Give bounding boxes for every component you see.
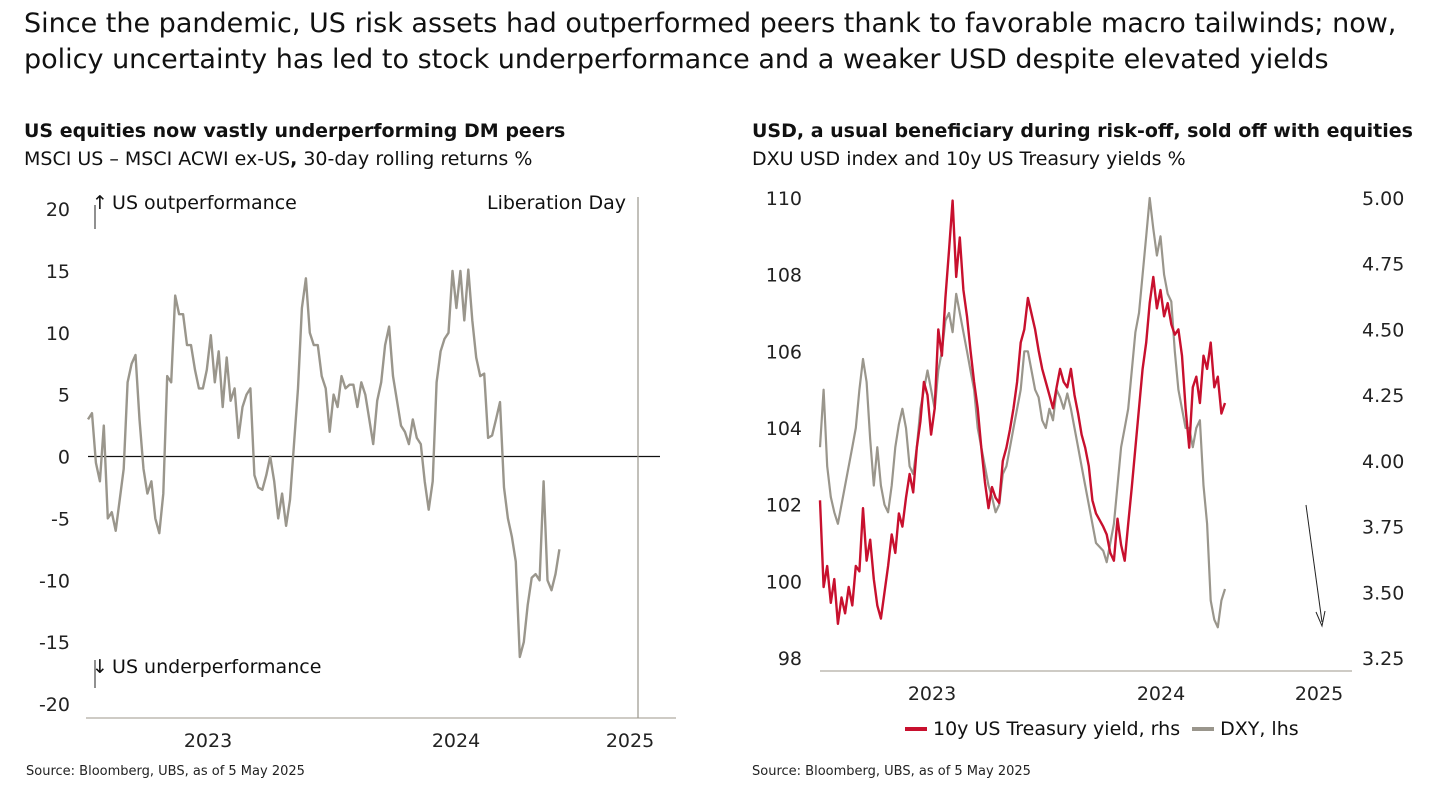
right-chart: 110 108 106 104 102 100 98 5.00 4.75 4.50 4.25 4.00… — [766, 188, 1405, 705]
underperformance-label: US underperformance — [112, 656, 322, 678]
right-right-y-tick-label: 4.00 — [1362, 451, 1404, 473]
left-subtitle-series: MSCI US – MSCI ACWI ex-US — [24, 148, 291, 170]
underperformance-annotation: ↓ US underperformance — [92, 656, 321, 678]
right-right-y-tick-label: 4.25 — [1362, 385, 1404, 407]
outperformance-label: US outperformance — [112, 192, 297, 214]
right-left-y-tick-label: 110 — [766, 188, 802, 210]
legend-swatch-yield — [905, 727, 927, 731]
left-y-tick-label: -15 — [39, 632, 70, 654]
right-left-y-tick-label: 106 — [766, 341, 802, 363]
left-x-tick-label: 2024 — [432, 730, 480, 752]
left-chart-title: US equities now vastly underperforming D… — [24, 120, 566, 142]
spread-series-line — [86, 268, 561, 659]
legend-label-dxy: DXY, lhs — [1220, 718, 1299, 740]
left-subtitle-comma: , — [290, 148, 298, 170]
left-y-tick-label: -20 — [39, 694, 70, 716]
dxy-series-line — [818, 196, 1227, 629]
liberation-day-label: Liberation Day — [487, 192, 627, 214]
left-y-tick-label: 15 — [46, 261, 70, 283]
right-source: Source: Bloomberg, UBS, as of 5 May 2025 — [752, 764, 1031, 779]
legend-swatch-dxy — [1192, 727, 1215, 731]
left-x-tick-label: 2023 — [184, 730, 232, 752]
right-left-y-tick-label: 100 — [766, 571, 802, 593]
right-left-y-tick-label: 104 — [766, 418, 802, 440]
right-left-y-tick-label: 108 — [766, 265, 802, 287]
right-left-y-tick-label: 102 — [766, 495, 802, 517]
left-subtitle-unit: 30-day rolling returns % — [297, 148, 533, 170]
left-y-tick-label: -5 — [51, 508, 70, 530]
right-right-y-tick-label: 3.75 — [1362, 517, 1404, 539]
left-y-tick-label: -10 — [39, 570, 70, 592]
left-source: Source: Bloomberg, UBS, as of 5 May 2025 — [26, 764, 305, 779]
right-chart-legend: 10y US Treasury yield, rhs DXY, lhs — [905, 718, 1311, 740]
left-chart-subtitle: MSCI US – MSCI ACWI ex-US, 30-day rollin… — [24, 148, 532, 170]
right-x-tick-label: 2025 — [1295, 683, 1343, 705]
right-x-tick-label: 2024 — [1137, 683, 1185, 705]
right-left-y-tick-label: 98 — [778, 648, 802, 670]
headline-line-2: policy uncertainty has led to stock unde… — [24, 44, 1329, 75]
left-y-tick-label: 20 — [46, 199, 70, 221]
arrowhead-icon — [1315, 610, 1326, 628]
right-right-y-tick-label: 4.75 — [1362, 254, 1404, 276]
legend-item-yield: 10y US Treasury yield, rhs — [905, 718, 1180, 740]
right-right-y-tick-label: 3.50 — [1362, 582, 1404, 604]
down-arrow-icon: ↓ — [92, 656, 108, 678]
left-chart: 20 15 10 5 0 -5 -10 -15 -20 2023 2024 2025 — [39, 197, 676, 752]
right-right-y-tick-label: 3.25 — [1362, 648, 1404, 670]
right-chart-title: USD, a usual beneficiary during risk-off… — [752, 120, 1413, 142]
down-arrow-icon — [1305, 504, 1323, 623]
right-x-tick-label: 2023 — [908, 683, 956, 705]
left-y-tick-label: 5 — [58, 385, 70, 407]
left-y-tick-label: 10 — [46, 323, 70, 345]
legend-label-yield: 10y US Treasury yield, rhs — [933, 718, 1181, 740]
right-right-y-tick-label: 5.00 — [1362, 188, 1404, 210]
right-chart-subtitle: DXU USD index and 10y US Treasury yields… — [752, 148, 1186, 170]
up-arrow-icon: ↑ — [92, 192, 108, 214]
yield-series-line — [818, 199, 1227, 625]
headline-line-1: Since the pandemic, US risk assets had o… — [24, 8, 1397, 39]
right-right-y-tick-label: 4.50 — [1362, 319, 1404, 341]
legend-item-dxy: DXY, lhs — [1192, 718, 1299, 740]
outperformance-annotation: ↑ US outperformance — [92, 192, 297, 214]
page-headline: Since the pandemic, US risk assets had o… — [24, 6, 1434, 78]
left-x-tick-label: 2025 — [606, 730, 654, 752]
left-y-tick-label: 0 — [58, 447, 70, 469]
